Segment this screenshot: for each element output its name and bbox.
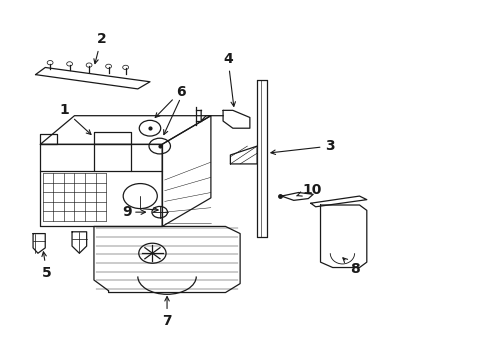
- Text: 10: 10: [296, 183, 321, 197]
- Text: 3: 3: [271, 139, 335, 154]
- Text: 6: 6: [176, 85, 186, 99]
- Text: 1: 1: [60, 103, 91, 134]
- Text: 5: 5: [42, 252, 51, 280]
- Text: 9: 9: [122, 205, 132, 219]
- Text: 8: 8: [343, 258, 360, 276]
- Text: 4: 4: [223, 51, 236, 106]
- Text: 7: 7: [162, 297, 172, 328]
- Text: 2: 2: [94, 32, 106, 64]
